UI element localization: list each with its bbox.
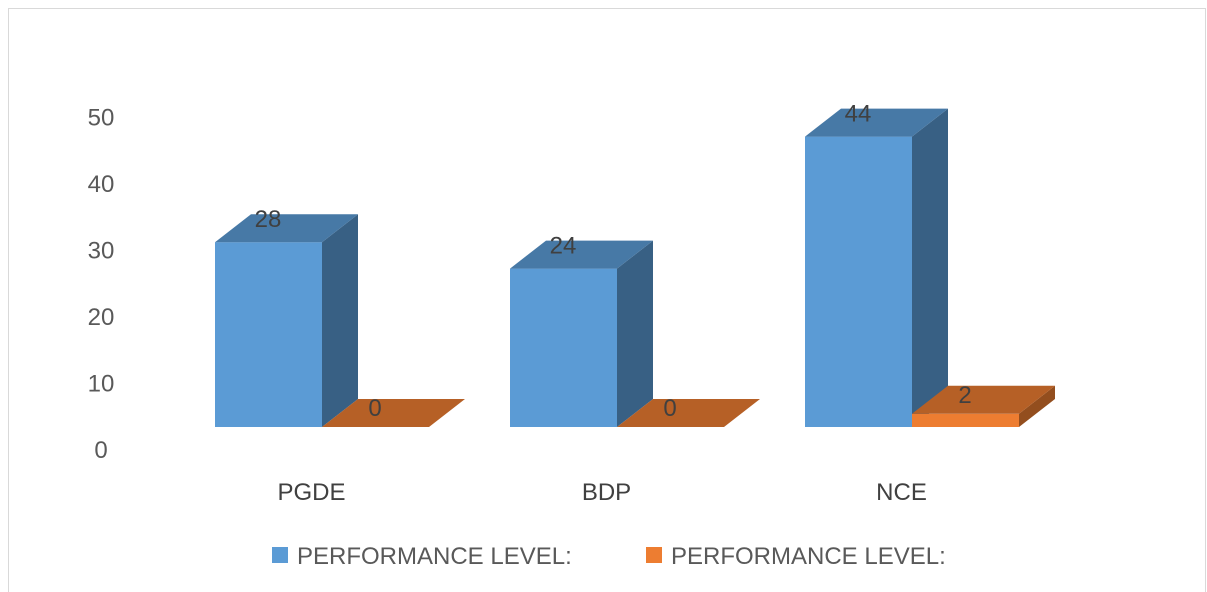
bar-side-face bbox=[1019, 385, 1055, 427]
data-label: 44 bbox=[845, 101, 872, 128]
data-label: 0 bbox=[663, 395, 676, 422]
bar-top-face bbox=[617, 399, 760, 427]
bar-bdp-series-2 bbox=[617, 399, 760, 427]
bar-top-face bbox=[912, 385, 1055, 414]
bar-side-face bbox=[912, 108, 948, 427]
bar-top-face bbox=[510, 240, 653, 269]
y-tick-label: 20 bbox=[88, 304, 115, 331]
legend-entry: PERFORMANCE LEVEL: bbox=[297, 543, 572, 570]
bar-pgde-series-2 bbox=[322, 399, 465, 427]
bar-front-face bbox=[805, 136, 912, 427]
y-tick-label: 30 bbox=[88, 238, 115, 265]
data-label: 24 bbox=[550, 233, 577, 260]
legend-entry: PERFORMANCE LEVEL: bbox=[671, 543, 946, 570]
y-tick-label: 0 bbox=[94, 437, 107, 464]
bar-nce-series-1 bbox=[805, 108, 948, 427]
legend-swatch bbox=[272, 547, 288, 563]
x-category-label: BDP bbox=[582, 479, 631, 506]
bar-top-face bbox=[215, 214, 358, 243]
bar-top-face bbox=[322, 399, 465, 427]
bar-side-face bbox=[617, 240, 653, 427]
bar-pgde-series-1 bbox=[215, 214, 358, 427]
bar-front-face bbox=[510, 268, 617, 427]
bar-front-face bbox=[215, 242, 322, 427]
bar-bdp-series-1 bbox=[510, 240, 653, 427]
y-tick-label: 40 bbox=[88, 171, 115, 198]
x-category-label: NCE bbox=[876, 479, 927, 506]
y-tick-label: 50 bbox=[88, 105, 115, 132]
x-category-label: PGDE bbox=[277, 479, 345, 506]
legend-swatch bbox=[646, 547, 662, 563]
data-label: 0 bbox=[368, 395, 381, 422]
bar-nce-series-2 bbox=[912, 385, 1055, 427]
data-label: 2 bbox=[958, 382, 971, 409]
y-tick-label: 10 bbox=[88, 371, 115, 398]
data-label: 28 bbox=[255, 206, 282, 233]
bar-top-face bbox=[805, 108, 948, 137]
bar-front-face bbox=[912, 413, 1019, 427]
bar-side-face bbox=[322, 214, 358, 427]
